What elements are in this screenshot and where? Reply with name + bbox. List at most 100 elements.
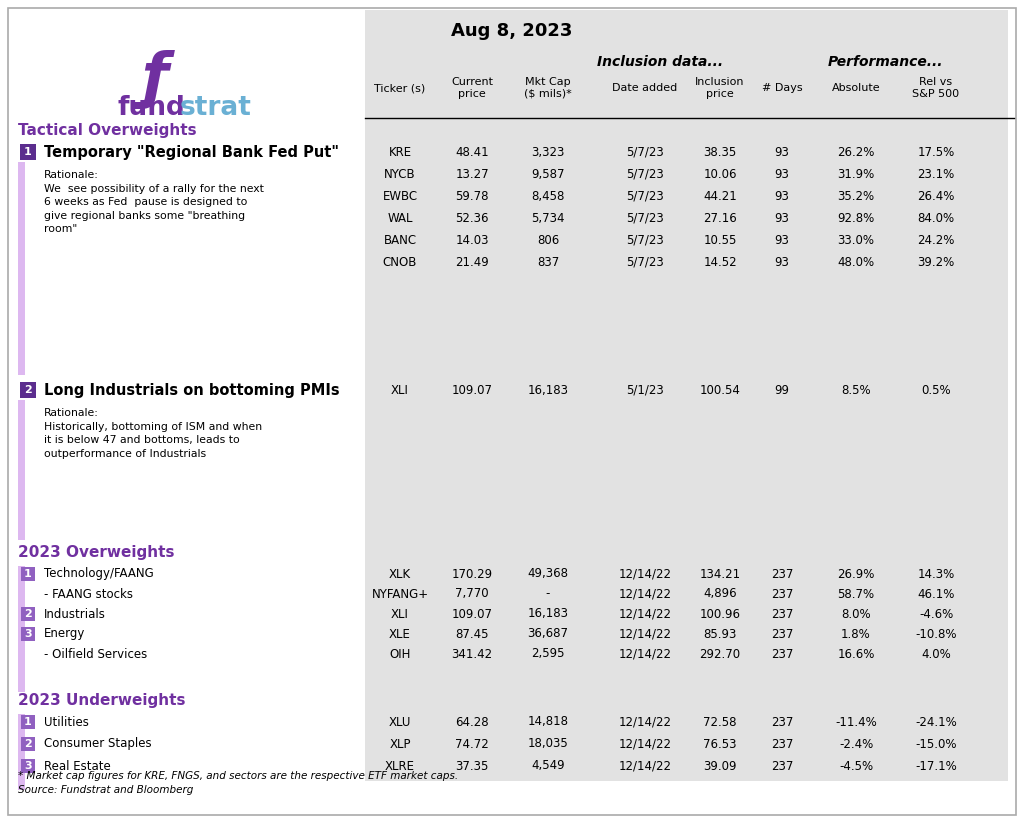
Text: 18,035: 18,035 (527, 737, 568, 751)
Text: XLI: XLI (391, 607, 409, 621)
Text: 13.27: 13.27 (456, 168, 488, 180)
Text: 16.6%: 16.6% (838, 648, 874, 661)
Text: 100.54: 100.54 (699, 384, 740, 397)
Text: 4,549: 4,549 (531, 760, 565, 773)
Text: XLP: XLP (389, 737, 411, 751)
Text: Consumer Staples: Consumer Staples (44, 737, 152, 751)
Text: 237: 237 (771, 715, 794, 728)
Text: 26.2%: 26.2% (838, 146, 874, 159)
Text: Mkt Cap
($ mils)*: Mkt Cap ($ mils)* (524, 77, 571, 99)
Text: 341.42: 341.42 (452, 648, 493, 661)
Text: ƒ: ƒ (141, 50, 168, 109)
Text: 100.96: 100.96 (699, 607, 740, 621)
Text: Aug 8, 2023: Aug 8, 2023 (452, 22, 572, 40)
Text: EWBC: EWBC (382, 189, 418, 202)
Text: 76.53: 76.53 (703, 737, 736, 751)
Text: 85.93: 85.93 (703, 627, 736, 640)
Text: 2023 Underweights: 2023 Underweights (18, 692, 185, 708)
Text: 8.0%: 8.0% (841, 607, 870, 621)
Bar (22, 715, 35, 729)
Text: 12/14/22: 12/14/22 (618, 648, 672, 661)
Text: 8,458: 8,458 (531, 189, 564, 202)
Text: XLI: XLI (391, 384, 409, 397)
Text: 48.41: 48.41 (456, 146, 488, 159)
Text: 17.5%: 17.5% (918, 146, 954, 159)
Text: 93: 93 (774, 234, 790, 247)
Text: NYCB: NYCB (384, 168, 416, 180)
Text: 92.8%: 92.8% (838, 212, 874, 225)
Text: 1.8%: 1.8% (841, 627, 870, 640)
Text: -10.8%: -10.8% (915, 627, 956, 640)
Text: 35.2%: 35.2% (838, 189, 874, 202)
Text: 23.1%: 23.1% (918, 168, 954, 180)
Bar (18, 400, 25, 540)
Text: Ticker (s): Ticker (s) (375, 83, 426, 93)
Text: XLRE: XLRE (385, 760, 415, 773)
Text: 5/1/23: 5/1/23 (626, 384, 664, 397)
Text: 36,687: 36,687 (527, 627, 568, 640)
Text: 24.2%: 24.2% (918, 234, 954, 247)
Text: 5/7/23: 5/7/23 (626, 255, 664, 268)
Text: Performance...: Performance... (827, 55, 943, 69)
Text: OIH: OIH (389, 648, 411, 661)
Text: 1: 1 (25, 569, 32, 579)
Bar (18, 714, 25, 790)
Text: Rationale:
Historically, bottoming of ISM and when
it is below 47 and bottoms, l: Rationale: Historically, bottoming of IS… (44, 408, 262, 458)
Text: WAL: WAL (387, 212, 413, 225)
Text: 21.49: 21.49 (455, 255, 488, 268)
Text: 12/14/22: 12/14/22 (618, 715, 672, 728)
Text: 9,587: 9,587 (531, 168, 565, 180)
Text: 12/14/22: 12/14/22 (618, 627, 672, 640)
Text: 16,183: 16,183 (527, 607, 568, 621)
Text: Long Industrials on bottoming PMIs: Long Industrials on bottoming PMIs (44, 383, 340, 398)
Text: 93: 93 (774, 146, 790, 159)
Text: 46.1%: 46.1% (918, 588, 954, 601)
Text: 134.21: 134.21 (699, 568, 740, 580)
Text: 14,818: 14,818 (527, 715, 568, 728)
Text: 12/14/22: 12/14/22 (618, 568, 672, 580)
Text: 5,734: 5,734 (531, 212, 565, 225)
Text: 2023 Overweights: 2023 Overweights (18, 545, 174, 560)
Text: 93: 93 (774, 212, 790, 225)
Bar (22, 627, 35, 641)
Text: CNOB: CNOB (383, 255, 417, 268)
Text: 52.36: 52.36 (456, 212, 488, 225)
Text: 93: 93 (774, 255, 790, 268)
Text: 3,323: 3,323 (531, 146, 564, 159)
Bar (22, 567, 35, 581)
Text: 3: 3 (25, 761, 32, 771)
Text: Utilities: Utilities (44, 715, 89, 728)
Text: 5/7/23: 5/7/23 (626, 234, 664, 247)
Text: 2: 2 (25, 739, 32, 749)
Text: 170.29: 170.29 (452, 568, 493, 580)
Text: 2,595: 2,595 (531, 648, 565, 661)
Text: 58.7%: 58.7% (838, 588, 874, 601)
Bar (22, 759, 35, 773)
Text: 84.0%: 84.0% (918, 212, 954, 225)
Text: 3: 3 (25, 629, 32, 639)
Text: 27.16: 27.16 (703, 212, 737, 225)
Text: Temporary "Regional Bank Fed Put": Temporary "Regional Bank Fed Put" (44, 145, 339, 160)
Text: 109.07: 109.07 (452, 384, 493, 397)
Text: 0.5%: 0.5% (922, 384, 951, 397)
Text: 237: 237 (771, 648, 794, 661)
Text: 44.21: 44.21 (703, 189, 737, 202)
Text: 237: 237 (771, 760, 794, 773)
Text: Tactical Overweights: Tactical Overweights (18, 123, 197, 137)
Text: XLK: XLK (389, 568, 411, 580)
Text: # Days: # Days (762, 83, 803, 93)
Text: -17.1%: -17.1% (915, 760, 956, 773)
Text: 5/7/23: 5/7/23 (626, 212, 664, 225)
Text: 26.9%: 26.9% (838, 568, 874, 580)
Text: 10.55: 10.55 (703, 234, 736, 247)
Text: 292.70: 292.70 (699, 648, 740, 661)
Text: 12/14/22: 12/14/22 (618, 760, 672, 773)
Text: Inclusion data...: Inclusion data... (597, 55, 723, 69)
Text: 48.0%: 48.0% (838, 255, 874, 268)
Text: 237: 237 (771, 737, 794, 751)
Text: 37.35: 37.35 (456, 760, 488, 773)
Text: 93: 93 (774, 189, 790, 202)
Text: fund: fund (118, 95, 186, 121)
Text: 72.58: 72.58 (703, 715, 736, 728)
Text: 10.06: 10.06 (703, 168, 736, 180)
